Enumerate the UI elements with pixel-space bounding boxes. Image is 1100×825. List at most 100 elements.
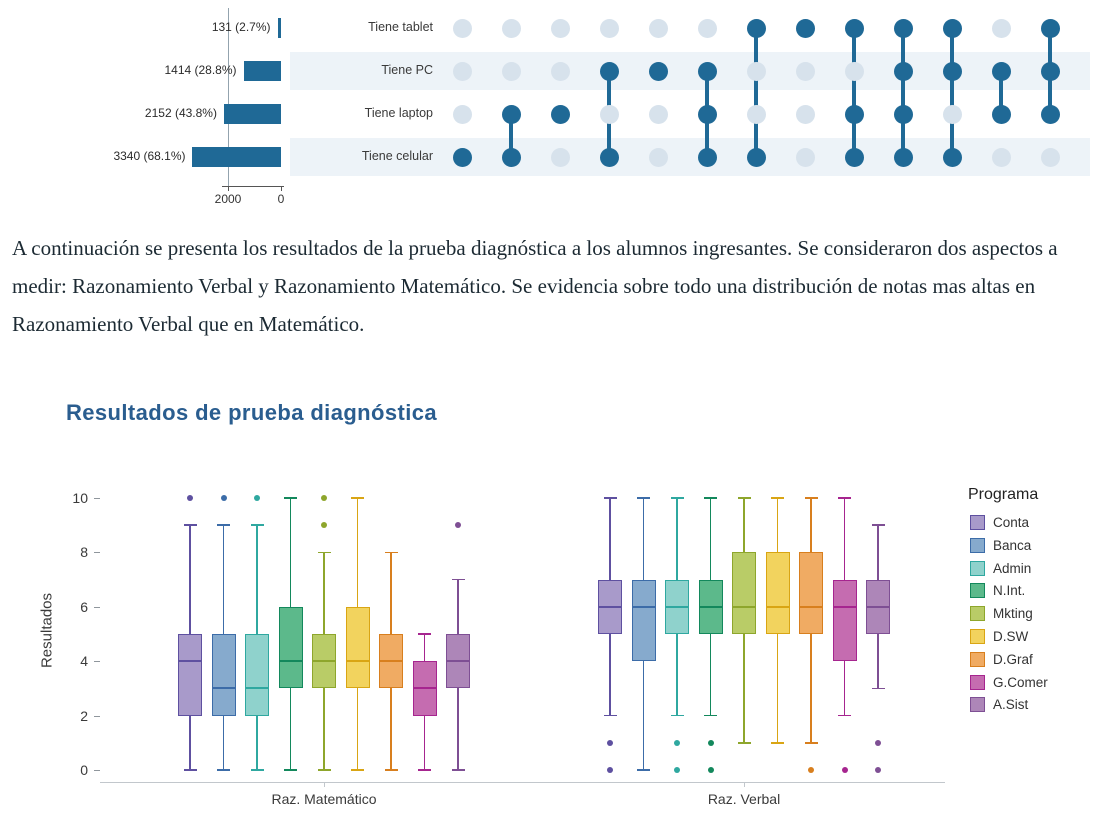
upset-dot-filled <box>942 147 962 167</box>
outlier-dot <box>875 767 881 773</box>
upset-dot-filled <box>1040 18 1060 38</box>
upset-dot-filled <box>1040 104 1060 124</box>
median-line <box>278 660 303 663</box>
gridline-2000 <box>228 8 229 186</box>
legend-item-banca[interactable]: Banca <box>970 537 1095 555</box>
whisker-cap <box>250 769 264 771</box>
whisker-cap <box>183 524 197 526</box>
box <box>345 606 370 689</box>
x-axis-line <box>100 782 945 783</box>
outlier-dot <box>841 767 848 773</box>
upset-dot-empty <box>550 18 570 38</box>
upset-dot-filled <box>893 147 913 167</box>
upset-connector <box>509 114 513 157</box>
x-axis-tick <box>324 782 325 787</box>
legend-label: Mkting <box>993 606 1033 622</box>
upset-dot-filled <box>746 18 766 38</box>
legend-item-n-int-[interactable]: N.Int. <box>970 582 1095 600</box>
upset-dot-filled <box>991 104 1011 124</box>
median-line <box>631 605 656 608</box>
median-line <box>598 605 622 608</box>
y-tick-label: 4 <box>80 653 88 670</box>
upset-dot-empty <box>942 104 962 124</box>
whisker-cap <box>637 769 650 771</box>
median-line <box>412 687 437 690</box>
upset-dot-filled <box>844 18 864 38</box>
legend-label: Conta <box>993 515 1030 530</box>
legend-swatch <box>970 560 985 576</box>
whisker-cap <box>418 633 431 635</box>
legend-label: D.SW <box>993 629 1029 644</box>
x-axis-tick <box>744 782 745 787</box>
upset-dot-empty <box>452 18 472 38</box>
intro-paragraph: A continuación se presenta los resultado… <box>12 236 1058 336</box>
legend-item-conta[interactable]: Conta <box>970 514 1095 532</box>
whisker-cap <box>217 524 230 526</box>
upset-dot-filled <box>599 61 619 81</box>
box <box>832 579 857 662</box>
y-axis-tick <box>94 715 100 717</box>
bar-axis-tick-label: 0 <box>277 192 285 206</box>
legend-label: Banca <box>993 537 1032 553</box>
whisker-cap <box>603 714 617 717</box>
legend-item-d-sw[interactable]: D.SW <box>970 628 1095 646</box>
whisker-cap <box>451 769 465 771</box>
box <box>631 579 656 662</box>
whisker-cap <box>804 742 818 744</box>
set-count-label: 1414 (28.8%) <box>164 63 237 77</box>
legend-item-a-sist[interactable]: A.Sist <box>970 696 1095 714</box>
legend-label: Admin <box>993 560 1032 576</box>
set-size-bar <box>192 147 281 167</box>
upset-dot-filled <box>599 147 619 167</box>
upset-dot-filled <box>844 147 864 167</box>
whisker-cap <box>284 769 297 771</box>
upset-connector <box>999 71 1003 114</box>
upset-dot-empty <box>648 104 668 124</box>
whisker-cap <box>670 497 684 499</box>
upset-dot-filled <box>893 61 913 81</box>
legend-item-admin[interactable]: Admin <box>970 560 1095 578</box>
x-category-label: Raz. Matemático <box>271 791 377 807</box>
legend-label: G.Comer <box>993 674 1048 690</box>
upset-dot-filled <box>501 104 521 124</box>
upset-dot-filled <box>942 61 962 81</box>
outlier-dot <box>707 767 714 773</box>
whisker-cap <box>603 497 617 499</box>
upset-dot-filled <box>452 147 472 167</box>
box <box>178 634 202 716</box>
median-line <box>765 605 790 608</box>
whisker-cap <box>317 769 331 771</box>
upset-dot-filled <box>746 147 766 167</box>
upset-dot-empty <box>648 147 668 167</box>
upset-dot-empty <box>795 104 815 124</box>
upset-dot-empty <box>991 18 1011 38</box>
upset-dot-filled <box>1040 61 1060 81</box>
y-axis-tick <box>94 661 100 663</box>
y-tick-label: 0 <box>80 762 88 778</box>
legend-title: Programa <box>968 486 1039 503</box>
whisker-cap <box>418 769 431 771</box>
upset-dot-empty <box>599 104 619 124</box>
median-line <box>866 605 890 608</box>
set-label: Tiene celular <box>361 149 433 163</box>
median-line <box>446 660 470 663</box>
outlier-dot <box>808 767 814 773</box>
upset-dot-empty <box>648 18 668 38</box>
legend-item-d-graf[interactable]: D.Graf <box>970 651 1095 669</box>
legend-item-g-comer[interactable]: G.Comer <box>970 674 1095 692</box>
whisker-cap <box>351 769 364 771</box>
legend-item-mkting[interactable]: Mkting <box>970 605 1095 623</box>
legend-swatch <box>970 697 985 713</box>
y-axis-tick <box>94 498 100 499</box>
legend-label: N.Int. <box>993 583 1026 599</box>
legend-swatch <box>970 606 985 622</box>
set-label: Tiene laptop <box>364 106 433 120</box>
section-title: Resultados de prueba diagnóstica <box>66 400 437 425</box>
upset-dot-empty <box>452 104 472 124</box>
upset-dot-filled <box>501 147 521 167</box>
whisker-cap <box>250 524 264 526</box>
legend-label: D.Graf <box>993 651 1033 667</box>
whisker-cap <box>737 742 751 744</box>
upset-connector <box>901 28 905 157</box>
upset-dot-empty <box>746 104 766 124</box>
